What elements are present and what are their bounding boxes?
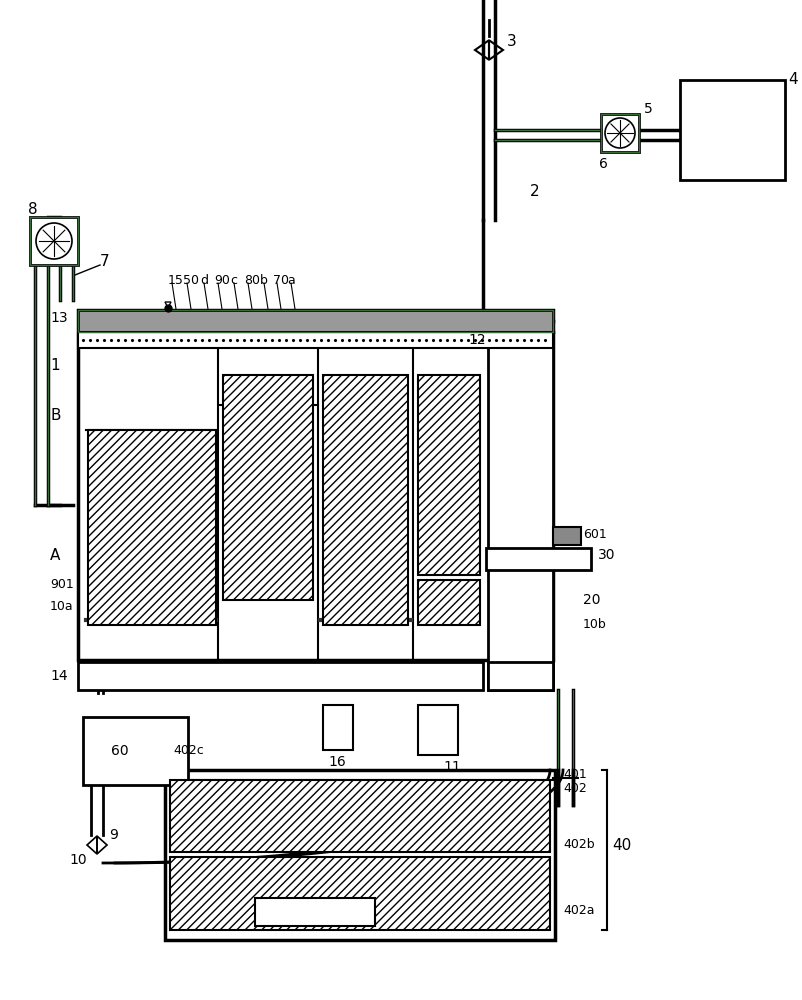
Text: 3: 3: [507, 34, 516, 49]
Text: 20: 20: [583, 593, 601, 607]
Circle shape: [36, 223, 72, 259]
Text: 70: 70: [273, 273, 289, 286]
Text: a: a: [287, 273, 295, 286]
Bar: [78, 310, 553, 332]
Text: 16: 16: [328, 755, 346, 769]
Bar: [488, 310, 553, 690]
Bar: [323, 375, 408, 625]
Text: 901: 901: [50, 578, 74, 591]
Text: 10b: 10b: [583, 618, 607, 632]
Bar: [78, 662, 483, 690]
Text: c: c: [230, 273, 237, 286]
Bar: [223, 375, 313, 600]
Text: 30: 30: [598, 548, 615, 562]
Text: 5: 5: [644, 102, 653, 116]
Text: 402b: 402b: [563, 838, 594, 852]
Text: 402c: 402c: [173, 744, 204, 756]
Text: 11: 11: [443, 760, 461, 774]
Bar: [601, 114, 639, 152]
Bar: [418, 580, 480, 625]
Bar: [88, 430, 216, 625]
Text: 401: 401: [563, 768, 587, 782]
Bar: [170, 857, 550, 930]
Text: 7: 7: [100, 254, 110, 269]
Bar: [30, 217, 78, 265]
Bar: [323, 705, 353, 750]
Text: 402a: 402a: [563, 904, 594, 916]
Text: 90: 90: [214, 273, 230, 286]
Bar: [418, 705, 458, 755]
Text: A: A: [50, 548, 60, 562]
Bar: [553, 527, 581, 545]
Text: 9: 9: [109, 828, 118, 842]
Text: 60: 60: [111, 744, 128, 758]
Text: d: d: [200, 273, 208, 286]
Bar: [418, 375, 480, 575]
Text: 6: 6: [599, 157, 608, 171]
Text: 13: 13: [50, 311, 67, 325]
Text: 10a: 10a: [50, 600, 74, 613]
Text: 1: 1: [50, 358, 59, 372]
Bar: [488, 662, 553, 690]
Circle shape: [605, 118, 635, 148]
Bar: [165, 770, 555, 940]
Text: 2: 2: [530, 184, 540, 200]
Bar: [78, 310, 553, 332]
Bar: [255, 898, 375, 926]
Text: 50: 50: [183, 273, 199, 286]
Text: 402: 402: [563, 782, 587, 794]
Text: B: B: [50, 408, 60, 422]
Bar: [486, 548, 591, 570]
Text: 15: 15: [168, 273, 184, 286]
Bar: [680, 80, 785, 180]
Text: 12: 12: [468, 333, 486, 347]
Bar: [170, 780, 550, 852]
Bar: [83, 717, 188, 785]
Bar: [30, 217, 78, 265]
Text: b: b: [260, 273, 268, 286]
Text: 40: 40: [612, 838, 631, 852]
Bar: [601, 114, 639, 152]
Text: 14: 14: [50, 669, 67, 683]
Text: 601: 601: [583, 528, 607, 542]
Bar: [78, 332, 553, 348]
Text: 4: 4: [788, 73, 798, 88]
Text: 10: 10: [69, 853, 87, 867]
Bar: [78, 310, 553, 660]
Text: 80: 80: [244, 273, 260, 286]
Text: 8: 8: [28, 202, 38, 217]
